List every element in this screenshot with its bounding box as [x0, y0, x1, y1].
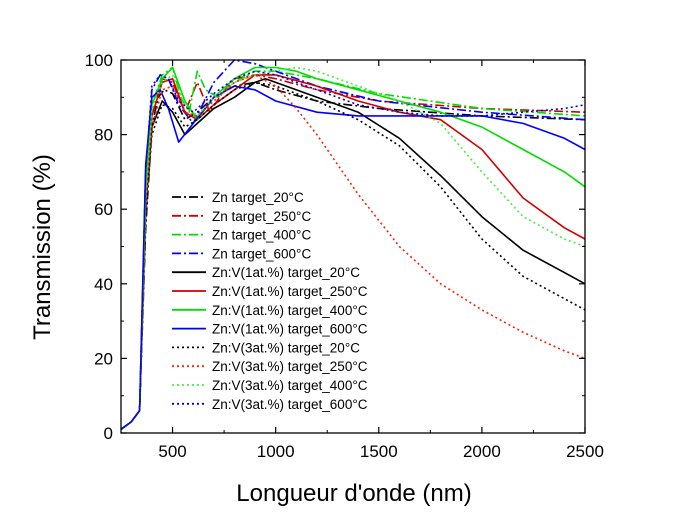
legend: Zn target_20°C Zn target_250°C Zn target_4… — [172, 190, 368, 412]
legend-label-3: Zn target_400°C — [212, 228, 311, 243]
x-tick-label: 1000 — [257, 442, 295, 461]
axes-layer: 500 1000 1500 2000 2500 0 20 40 60 80 100 — [85, 51, 604, 461]
y-tick-label: 0 — [104, 424, 113, 443]
y-tick-label: 40 — [94, 275, 113, 294]
legend-label-10: Zn:V(3at.%) target_250°C — [212, 359, 368, 374]
legend-label-2: Zn target_250°C — [212, 209, 311, 224]
plot-layer — [120, 59, 586, 430]
y-axis-title: Transmission (%) — [29, 154, 56, 340]
series-line-9 — [120, 81, 586, 430]
series-line-10 — [120, 74, 586, 430]
series-line-11 — [120, 66, 586, 430]
legend-label-12: Zn:V(3at.%) target_600°C — [212, 397, 368, 412]
x-tick-label: 2500 — [566, 442, 604, 461]
legend-label-11: Zn:V(3at.%) target_400°C — [212, 378, 368, 393]
legend-label-4: Zn target_600°C — [212, 246, 311, 261]
x-axis-title: Longueur d'onde (nm) — [236, 480, 471, 507]
x-tick-label: 2000 — [463, 442, 501, 461]
series-line-2 — [120, 74, 586, 430]
legend-label-8: Zn:V(1at.%) target_600°C — [212, 322, 368, 337]
y-tick-label: 60 — [94, 200, 113, 219]
legend-label-5: Zn:V(1at.%) target_20°C — [212, 265, 360, 280]
series-line-6 — [120, 74, 586, 430]
y-tick-label: 100 — [85, 51, 113, 70]
legend-label-6: Zn:V(1at.%) target_250°C — [212, 284, 368, 299]
x-tick-label: 500 — [158, 442, 186, 461]
y-tick-label: 80 — [94, 126, 113, 145]
y-tick-label: 20 — [94, 349, 113, 368]
series-line-12 — [120, 70, 586, 430]
legend-label-1: Zn target_20°C — [212, 190, 304, 205]
x-tick-label: 1500 — [360, 442, 398, 461]
legend-label-7: Zn:V(1at.%) target_400°C — [212, 303, 368, 318]
series-line-7 — [120, 66, 586, 430]
series-line-3 — [120, 66, 586, 430]
legend-label-9: Zn:V(3at.%) target_20°C — [212, 340, 360, 355]
